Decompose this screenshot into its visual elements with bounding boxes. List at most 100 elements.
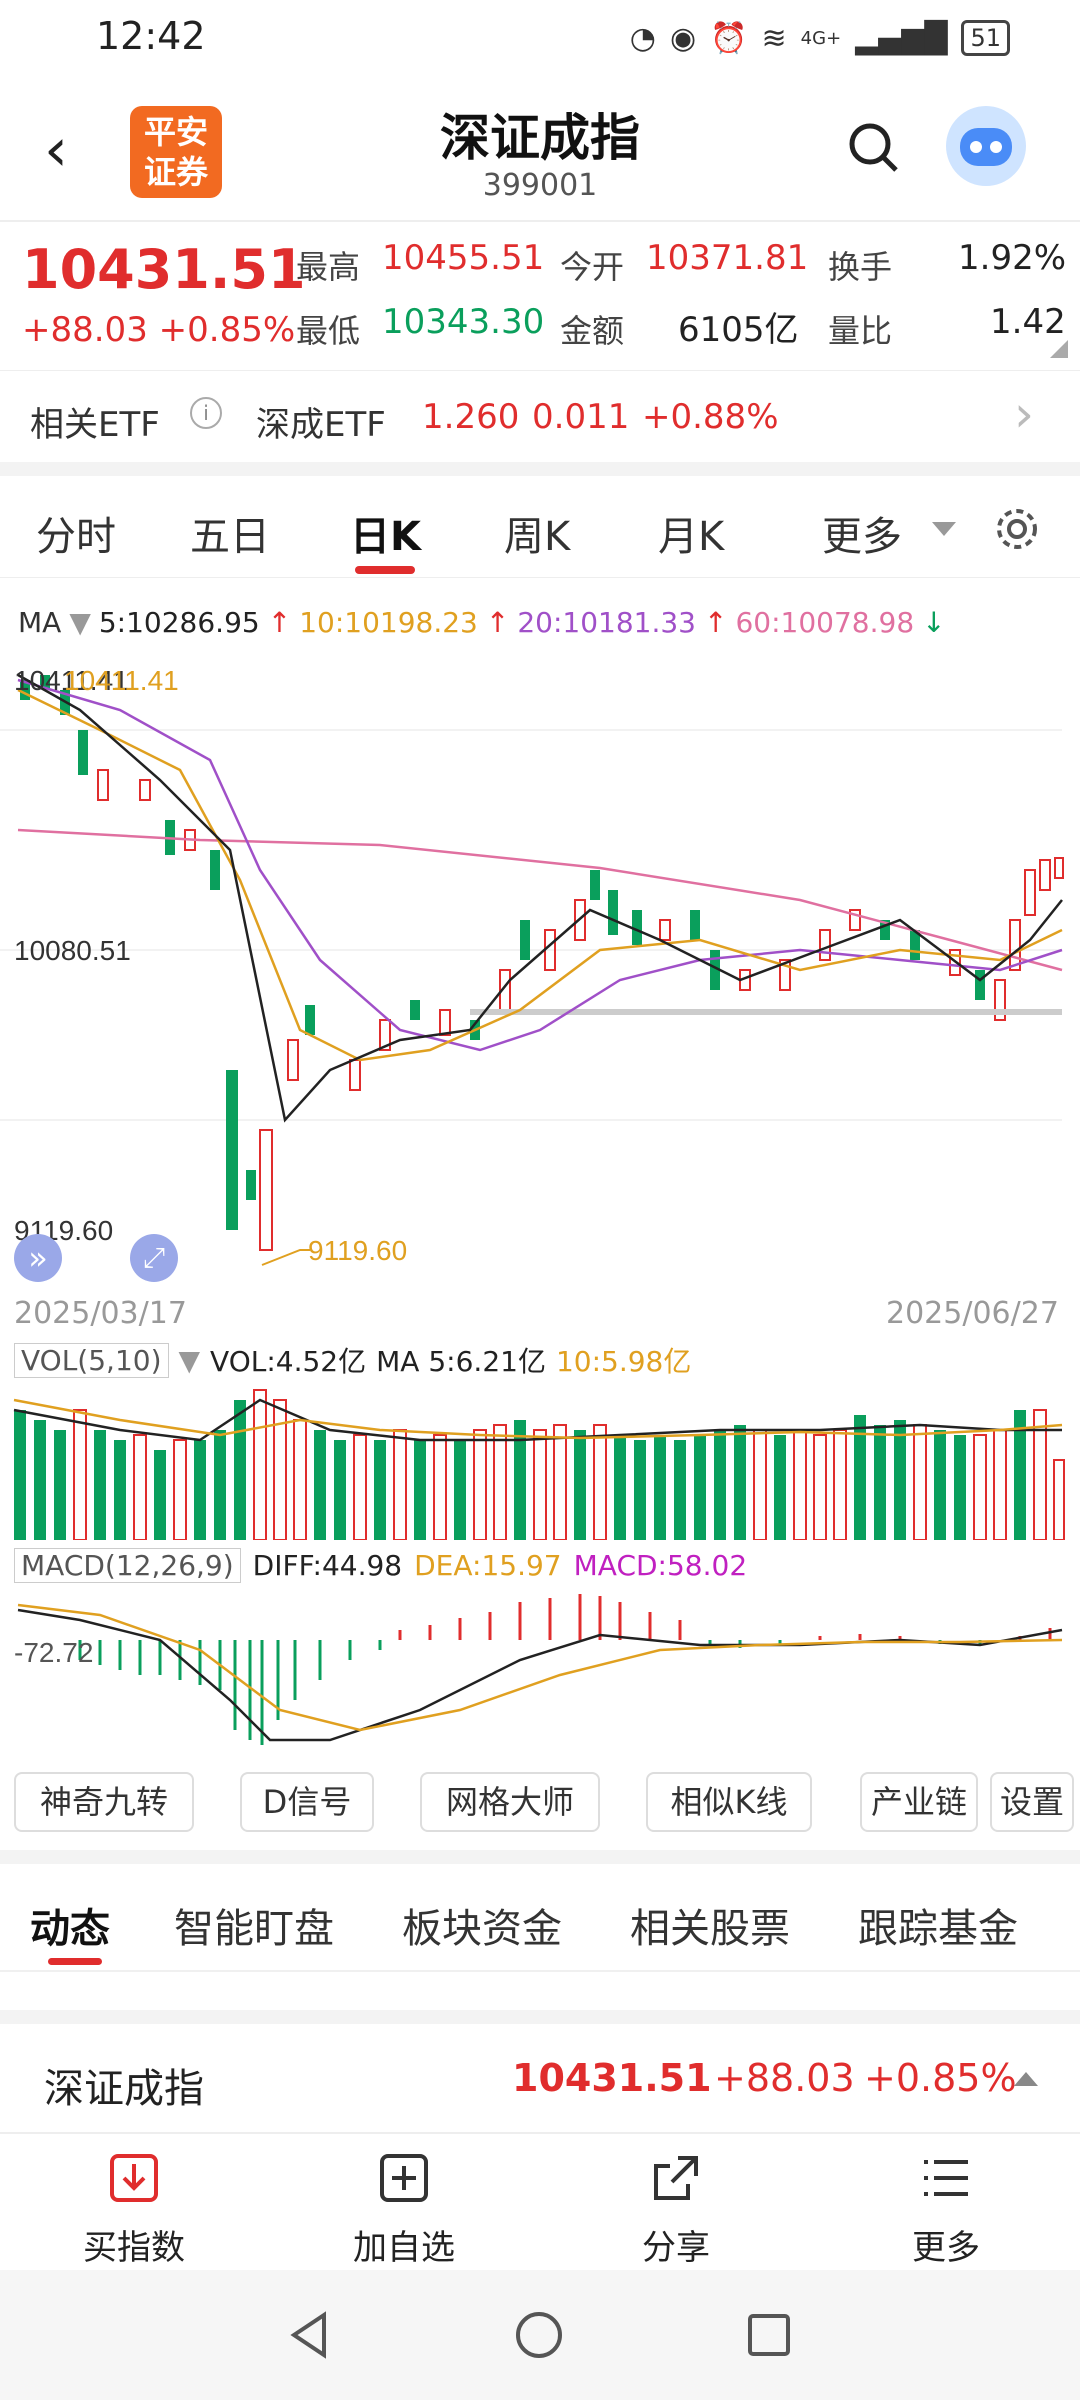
eye-icon: ◉ bbox=[669, 20, 697, 56]
ma10-line bbox=[17, 688, 1063, 1062]
ticker-price: 10431.51 bbox=[512, 2056, 712, 2100]
vol-ma5-line bbox=[13, 1398, 1062, 1442]
wifi-icon: ≋ bbox=[761, 20, 787, 56]
divider bbox=[0, 462, 1080, 476]
ma-legend: MA ▼ 5:10286.95 ↑ 10:10198.23 ↑ 20:10181.33… bbox=[18, 606, 946, 639]
nav-back-icon[interactable] bbox=[284, 2310, 334, 2360]
macd-value: MACD:58.02 bbox=[573, 1549, 748, 1582]
chip-grid-master[interactable]: 网格大师 bbox=[420, 1772, 600, 1832]
top-price-marker: 10411.41 bbox=[64, 665, 179, 696]
amount-value: 6105亿 bbox=[678, 310, 799, 350]
start-date: 2025/03/17 bbox=[14, 1296, 187, 1331]
period-tabs: 分时 五日 日K 周K 月K 更多 bbox=[0, 478, 1080, 578]
macd-label[interactable]: MACD(12,26,9) bbox=[14, 1548, 241, 1583]
vol-ma10-line bbox=[13, 1398, 1063, 1440]
top-price-label: 10411.41 bbox=[14, 665, 129, 696]
back-icon[interactable]: ‹ bbox=[44, 115, 68, 185]
fullscreen-icon[interactable]: ⤢ bbox=[130, 1234, 178, 1282]
alarm-icon: ⏰ bbox=[710, 20, 748, 56]
active-feed-tab-indicator bbox=[48, 1958, 102, 1965]
macd-axis-label: -72.72 bbox=[14, 1637, 93, 1668]
tab-five-day[interactable]: 五日 bbox=[190, 514, 270, 560]
battery-icon: 51 bbox=[961, 20, 1010, 56]
nav-recents-icon[interactable] bbox=[744, 2310, 794, 2360]
expand-up-icon[interactable] bbox=[1014, 2072, 1038, 2086]
low-value: 10343.30 bbox=[382, 302, 545, 342]
settings-gear-icon[interactable] bbox=[994, 506, 1040, 552]
add-watchlist-button[interactable]: 加自选 bbox=[334, 2150, 474, 2269]
vol-value: VOL:4.52亿 bbox=[210, 1345, 367, 1378]
page-title: 深证成指 bbox=[440, 109, 640, 167]
broker-logo: 平安 证券 bbox=[130, 106, 222, 198]
network-label: 4G+ bbox=[800, 27, 842, 49]
volume-chart[interactable] bbox=[0, 1380, 1080, 1540]
speed-icon: ◔ bbox=[629, 20, 656, 56]
more-button[interactable]: 更多 bbox=[876, 2150, 1016, 2269]
divider bbox=[0, 1850, 1080, 1864]
end-date: 2025/06/27 bbox=[886, 1296, 1059, 1331]
high-value: 10455.51 bbox=[382, 238, 545, 278]
tab-monthly-k[interactable]: 月K bbox=[658, 514, 725, 560]
assistant-robot-icon[interactable] bbox=[946, 106, 1026, 186]
bottom-ticker[interactable]: 深证成指 10431.51 +88.03 +0.85% bbox=[0, 2030, 1080, 2130]
chip-industry-chain[interactable]: 产业链 bbox=[860, 1772, 978, 1832]
related-etf-row[interactable]: 相关ETF i 深成ETF 1.260 0.011 +0.88% › bbox=[0, 370, 1080, 460]
share-icon bbox=[654, 2156, 698, 2200]
info-icon[interactable]: i bbox=[190, 397, 222, 429]
tab-tracking-funds[interactable]: 跟踪基金 bbox=[858, 1906, 1018, 1952]
status-time: 12:42 bbox=[96, 14, 206, 58]
active-tab-indicator bbox=[355, 566, 415, 574]
price-change: +88.03 +0.85% bbox=[22, 310, 296, 350]
tab-sector-funds[interactable]: 板块资金 bbox=[402, 1906, 562, 1952]
tab-news[interactable]: 动态 bbox=[30, 1906, 110, 1952]
tab-intraday[interactable]: 分时 bbox=[36, 514, 116, 560]
ticker-pct: +0.85% bbox=[864, 2056, 1017, 2100]
vol-legend: VOL(5,10) ▼ VOL:4.52亿 MA 5:6.21亿 10:5.98… bbox=[14, 1340, 691, 1380]
kline-candles bbox=[20, 675, 1064, 1251]
add-box-icon bbox=[380, 2154, 428, 2202]
ticker-name: 深证成指 bbox=[44, 2066, 204, 2112]
kline-chart[interactable]: 10411.41 10411.41 10080.51 9119.60 9119.… bbox=[0, 650, 1080, 1280]
etf-change: 0.011 bbox=[532, 397, 630, 437]
ma60-value: 60:10078.98 bbox=[735, 606, 915, 639]
macd-dea: DEA:15.97 bbox=[414, 1549, 562, 1582]
tab-weekly-k[interactable]: 周K bbox=[504, 514, 571, 560]
diff-line bbox=[17, 1608, 1063, 1742]
expand-corner-icon[interactable] bbox=[1050, 340, 1068, 358]
tab-daily-k[interactable]: 日K bbox=[350, 514, 421, 560]
etf-pct: +0.88% bbox=[642, 397, 779, 437]
macd-chart[interactable]: -72.72 bbox=[0, 1590, 1080, 1760]
ratio-value: 1.42 bbox=[990, 302, 1066, 342]
chip-d-signal[interactable]: D信号 bbox=[240, 1772, 374, 1832]
vol-label[interactable]: VOL(5,10) bbox=[14, 1342, 169, 1378]
ma60-line bbox=[17, 828, 1063, 972]
ma-label[interactable]: MA bbox=[18, 606, 62, 639]
index-code: 399001 bbox=[482, 168, 598, 203]
chip-settings[interactable]: 设置 bbox=[990, 1772, 1074, 1832]
mid-price-label: 10080.51 bbox=[14, 935, 131, 966]
tab-smart-watch[interactable]: 智能盯盘 bbox=[174, 1906, 334, 1952]
divider bbox=[0, 2010, 1080, 2024]
ticker-change: +88.03 bbox=[714, 2056, 855, 2100]
buy-index-button[interactable]: 买指数 bbox=[64, 2150, 204, 2269]
ma20-line bbox=[17, 678, 1063, 1052]
fast-forward-icon[interactable]: » bbox=[14, 1234, 62, 1282]
etf-price: 1.260 bbox=[422, 397, 520, 437]
dropdown-icon[interactable] bbox=[932, 522, 956, 536]
tab-more[interactable]: 更多 bbox=[822, 514, 902, 560]
share-button[interactable]: 分享 bbox=[606, 2150, 746, 2269]
ratio-label: 量比 bbox=[828, 312, 893, 350]
status-bar: 12:42 ◔ ◉ ⏰ ≋ 4G+ ▂▄▆█ 51 bbox=[0, 0, 1080, 80]
ma10-value: 10:10198.23 bbox=[299, 606, 478, 639]
chip-similar-k[interactable]: 相似K线 bbox=[646, 1772, 812, 1832]
search-icon[interactable] bbox=[846, 120, 900, 174]
signal-icon: ▂▄▆█ bbox=[855, 20, 948, 56]
tab-related-stocks[interactable]: 相关股票 bbox=[630, 1906, 790, 1952]
vol-ma5: MA 5:6.21亿 bbox=[376, 1345, 546, 1378]
nav-home-icon[interactable] bbox=[514, 2310, 564, 2360]
open-value: 10371.81 bbox=[646, 238, 809, 278]
menu-list-icon bbox=[924, 2160, 968, 2196]
chip-nine-turn[interactable]: 神奇九转 bbox=[14, 1772, 194, 1832]
dea-line bbox=[17, 1603, 1063, 1732]
low-marker-line bbox=[261, 1249, 310, 1266]
